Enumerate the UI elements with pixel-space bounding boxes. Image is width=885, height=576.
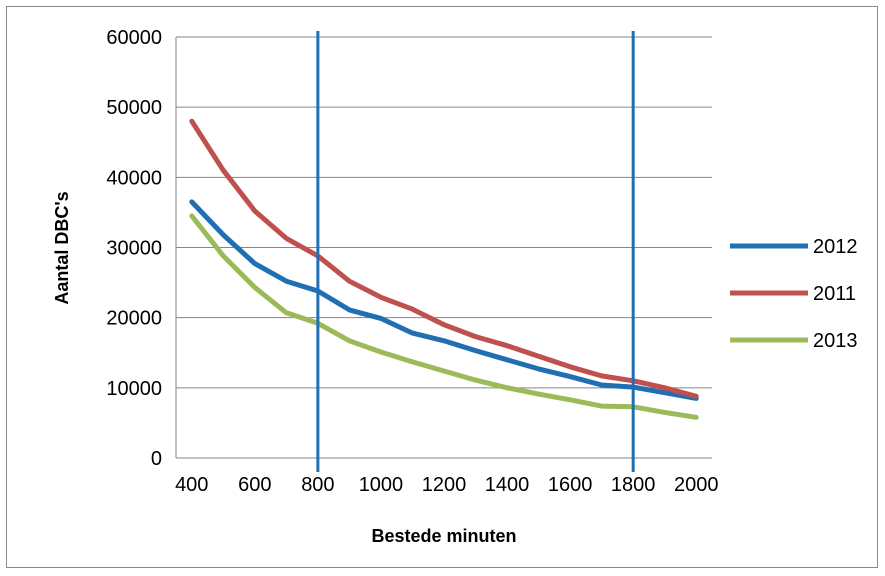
x-tick-label: 600 [238,474,271,496]
y-axis-title: Aantal DBC's [52,191,72,304]
x-tick-label: 1800 [611,474,656,496]
legend-label-2013: 2013 [813,330,858,352]
y-tick-label: 0 [151,448,162,470]
series-lines [189,118,699,420]
x-tick-label: 1400 [485,474,530,496]
y-tick-label: 10000 [106,378,162,400]
x-tick-label: 1200 [422,474,467,496]
x-tick-label: 800 [301,474,334,496]
y-tick-label: 30000 [106,238,162,260]
series-line-2011 [189,118,699,399]
y-tick-label: 20000 [106,308,162,330]
y-tick-labels: 0 10000 20000 30000 40000 50000 60000 [106,27,162,470]
chart-frame [6,6,878,568]
x-axis-title: Bestede minuten [371,526,516,546]
y-tick-label: 40000 [106,167,162,189]
vertical-markers [316,31,635,472]
grid-lines [176,36,712,459]
x-tick-label: 2000 [674,474,719,496]
y-tick-label: 50000 [106,97,162,119]
x-tick-label: 400 [175,474,208,496]
legend: 2012 2011 2013 [730,236,858,352]
legend-label-2011: 2011 [813,283,856,305]
legend-label-2012: 2012 [813,236,858,258]
series-line-2012 [189,199,699,401]
series-line-2013 [189,213,699,420]
x-tick-labels: 400 600 800 1000 1200 1400 1600 1800 2000 [175,474,718,496]
y-tick-label: 60000 [106,27,162,49]
x-tick-label: 1000 [359,474,404,496]
x-tick-label: 1600 [548,474,593,496]
